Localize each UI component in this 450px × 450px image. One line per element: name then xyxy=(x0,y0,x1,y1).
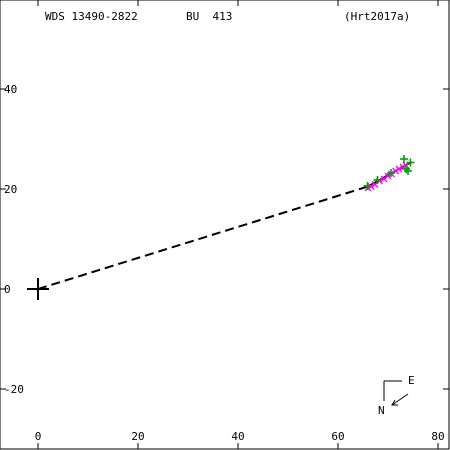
x-tick-label: 80 xyxy=(431,430,444,443)
x-marker-stroke xyxy=(395,165,403,173)
observation-point-x xyxy=(384,172,392,180)
compass-north-label: N xyxy=(378,404,385,417)
motion-arrowhead xyxy=(391,399,398,406)
x-tick-label: 40 xyxy=(231,430,244,443)
observation-point-plus xyxy=(363,182,372,190)
header-reference: (Hrt2017a) xyxy=(344,10,410,23)
compass: E N xyxy=(378,374,415,417)
x-tick-label: 20 xyxy=(131,430,144,443)
y-tick-label: 40 xyxy=(4,83,17,96)
dashed-separation-line xyxy=(37,185,369,290)
x-marker-stroke xyxy=(380,175,388,183)
primary-star-marker xyxy=(27,278,49,300)
x-marker-stroke xyxy=(384,172,392,180)
y-tick-label: -20 xyxy=(4,383,24,396)
x-tick-label: 60 xyxy=(331,430,344,443)
compass-east-label: E xyxy=(408,374,415,387)
x-tick-label: 0 xyxy=(35,430,42,443)
observation-point-plus xyxy=(373,176,382,184)
observation-point-plus xyxy=(404,167,412,175)
x-axis-ticks xyxy=(37,0,439,449)
observations xyxy=(363,155,415,192)
x-axis-tick-labels: 0 20 40 60 80 xyxy=(35,430,445,443)
y-tick-label: 20 xyxy=(4,183,17,196)
y-axis-ticks xyxy=(0,88,449,390)
observation-point-plus xyxy=(400,155,408,163)
observation-point-x xyxy=(395,165,403,173)
header-disc: BU 413 xyxy=(186,10,232,23)
observation-point-plus xyxy=(387,169,395,177)
observation-point-plus xyxy=(406,158,415,167)
y-tick-label: 0 xyxy=(4,283,11,296)
observation-point-x xyxy=(380,175,388,183)
y-axis-tick-labels: -20 0 20 40 xyxy=(4,83,24,396)
motion-arrow xyxy=(391,393,409,406)
header-wds: WDS 13490-2822 xyxy=(45,10,138,23)
